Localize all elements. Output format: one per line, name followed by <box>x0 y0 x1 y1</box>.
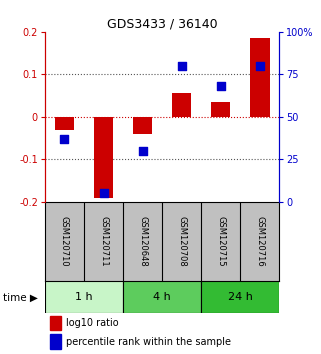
Point <box>218 84 223 89</box>
Point <box>62 136 67 142</box>
Text: 1 h: 1 h <box>75 292 93 302</box>
Text: GSM120715: GSM120715 <box>216 216 225 267</box>
Bar <box>201 281 279 313</box>
Text: GSM120648: GSM120648 <box>138 216 147 267</box>
Bar <box>55 117 74 130</box>
Bar <box>50 316 61 330</box>
Bar <box>94 117 113 198</box>
Point <box>179 63 184 69</box>
Text: 4 h: 4 h <box>153 292 171 302</box>
Text: percentile rank within the sample: percentile rank within the sample <box>66 337 231 347</box>
Text: 24 h: 24 h <box>228 292 253 302</box>
Text: time ▶: time ▶ <box>3 292 38 302</box>
Point <box>257 63 262 69</box>
Bar <box>250 38 270 117</box>
Point <box>140 148 145 154</box>
Bar <box>133 117 152 134</box>
Text: GSM120708: GSM120708 <box>177 216 186 267</box>
Bar <box>123 281 201 313</box>
Bar <box>45 281 123 313</box>
Text: GSM120716: GSM120716 <box>255 216 264 267</box>
Bar <box>211 102 230 117</box>
Text: GSM120710: GSM120710 <box>60 216 69 267</box>
Title: GDS3433 / 36140: GDS3433 / 36140 <box>107 18 217 31</box>
Bar <box>50 335 61 349</box>
Point <box>101 190 106 196</box>
Text: GSM120711: GSM120711 <box>99 216 108 267</box>
Text: log10 ratio: log10 ratio <box>66 318 119 328</box>
Bar <box>172 93 191 117</box>
